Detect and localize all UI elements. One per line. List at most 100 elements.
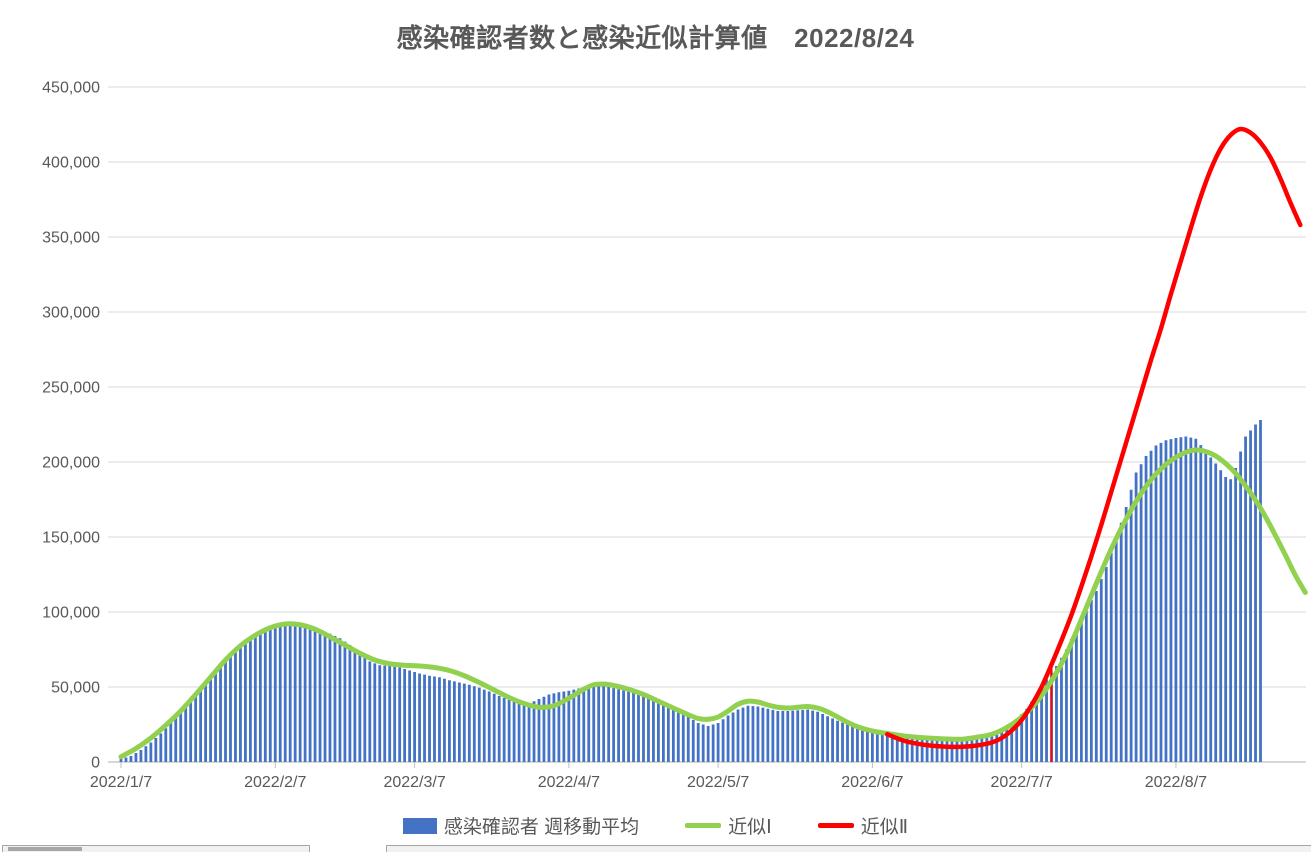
bar (751, 706, 755, 763)
bar (448, 680, 451, 762)
bar (283, 625, 287, 763)
bar (313, 629, 317, 763)
bar (1254, 424, 1257, 762)
bar (980, 735, 984, 763)
bar (1164, 440, 1168, 762)
bar (592, 685, 596, 763)
bar (602, 686, 606, 762)
bar (806, 709, 810, 762)
bar (582, 687, 586, 763)
bar (408, 670, 412, 762)
bar (786, 711, 790, 762)
legend-item-confirmed-bars: 感染確認者 週移動平均 (402, 812, 640, 839)
y-tick-label: 400,000 (42, 155, 100, 172)
bar (766, 708, 770, 762)
bar (885, 735, 889, 762)
bar (1199, 445, 1203, 763)
bar (1209, 457, 1213, 762)
bar (691, 720, 695, 762)
bar (900, 737, 904, 763)
bar (502, 697, 506, 763)
bar (353, 649, 357, 762)
bar (1169, 439, 1173, 763)
y-tick-label: 200,000 (42, 455, 100, 472)
bar (189, 700, 193, 762)
bar (278, 626, 282, 762)
bar (393, 666, 397, 762)
bar (935, 738, 939, 762)
line-swatch-icon (685, 823, 722, 828)
y-tick-label: 350,000 (42, 230, 100, 247)
bar (552, 693, 556, 763)
bar (686, 717, 690, 762)
bar (328, 633, 332, 762)
x-tick-label: 2022/7/7 (991, 774, 1053, 791)
bar (890, 736, 894, 762)
bar (617, 689, 620, 762)
bar (348, 645, 352, 762)
bar (224, 661, 227, 762)
bar (741, 707, 745, 763)
bar (368, 661, 372, 762)
bar (955, 738, 959, 762)
background-window-edge (386, 845, 1311, 852)
bar (990, 732, 994, 762)
bar (920, 738, 924, 762)
y-tick-label: 250,000 (42, 380, 100, 397)
bar (1244, 436, 1247, 762)
bar (940, 738, 944, 762)
bar (711, 724, 715, 762)
bar (1179, 437, 1183, 762)
bar (895, 737, 899, 762)
line-swatch-icon (817, 823, 854, 828)
bar (701, 724, 705, 762)
legend-label: 感染確認者 週移動平均 (443, 817, 640, 838)
bar (1079, 618, 1083, 762)
bar (293, 624, 297, 763)
bar (119, 759, 123, 762)
bar (1010, 722, 1014, 763)
bar (462, 683, 466, 763)
x-tick-label: 2022/4/7 (538, 774, 600, 791)
bar (622, 690, 625, 763)
bar (791, 710, 795, 763)
bar (164, 728, 168, 762)
bar (1025, 708, 1029, 762)
x-tick-label: 2022/2/7 (244, 774, 306, 791)
bar (1194, 438, 1198, 762)
bar (343, 641, 347, 763)
bar (149, 742, 153, 762)
bar (661, 703, 665, 763)
bar (1089, 600, 1093, 762)
bar (234, 650, 237, 762)
bar (144, 746, 148, 762)
bar (736, 709, 740, 762)
bar (358, 654, 362, 762)
x-tick-label: 2022/3/7 (383, 774, 445, 791)
y-tick-label: 300,000 (42, 305, 100, 322)
bar (657, 702, 660, 762)
scrollbar-thumb[interactable] (8, 847, 82, 851)
bar (1184, 436, 1188, 762)
horizontal-scrollbar[interactable] (2, 845, 310, 852)
bar (965, 738, 969, 762)
bar (1219, 470, 1223, 762)
bar (856, 728, 859, 762)
bar (288, 624, 292, 762)
bar (298, 624, 302, 762)
bar (985, 734, 989, 762)
approx1-line (118, 447, 1308, 760)
bar (383, 665, 387, 763)
bar (507, 699, 511, 762)
bar (248, 637, 252, 762)
bar (960, 738, 964, 763)
bar-swatch-icon (402, 817, 437, 834)
bar (273, 627, 277, 763)
bar (627, 691, 630, 762)
bar (174, 717, 178, 763)
bar (696, 723, 700, 762)
bar (388, 666, 392, 762)
bar (1139, 464, 1143, 762)
